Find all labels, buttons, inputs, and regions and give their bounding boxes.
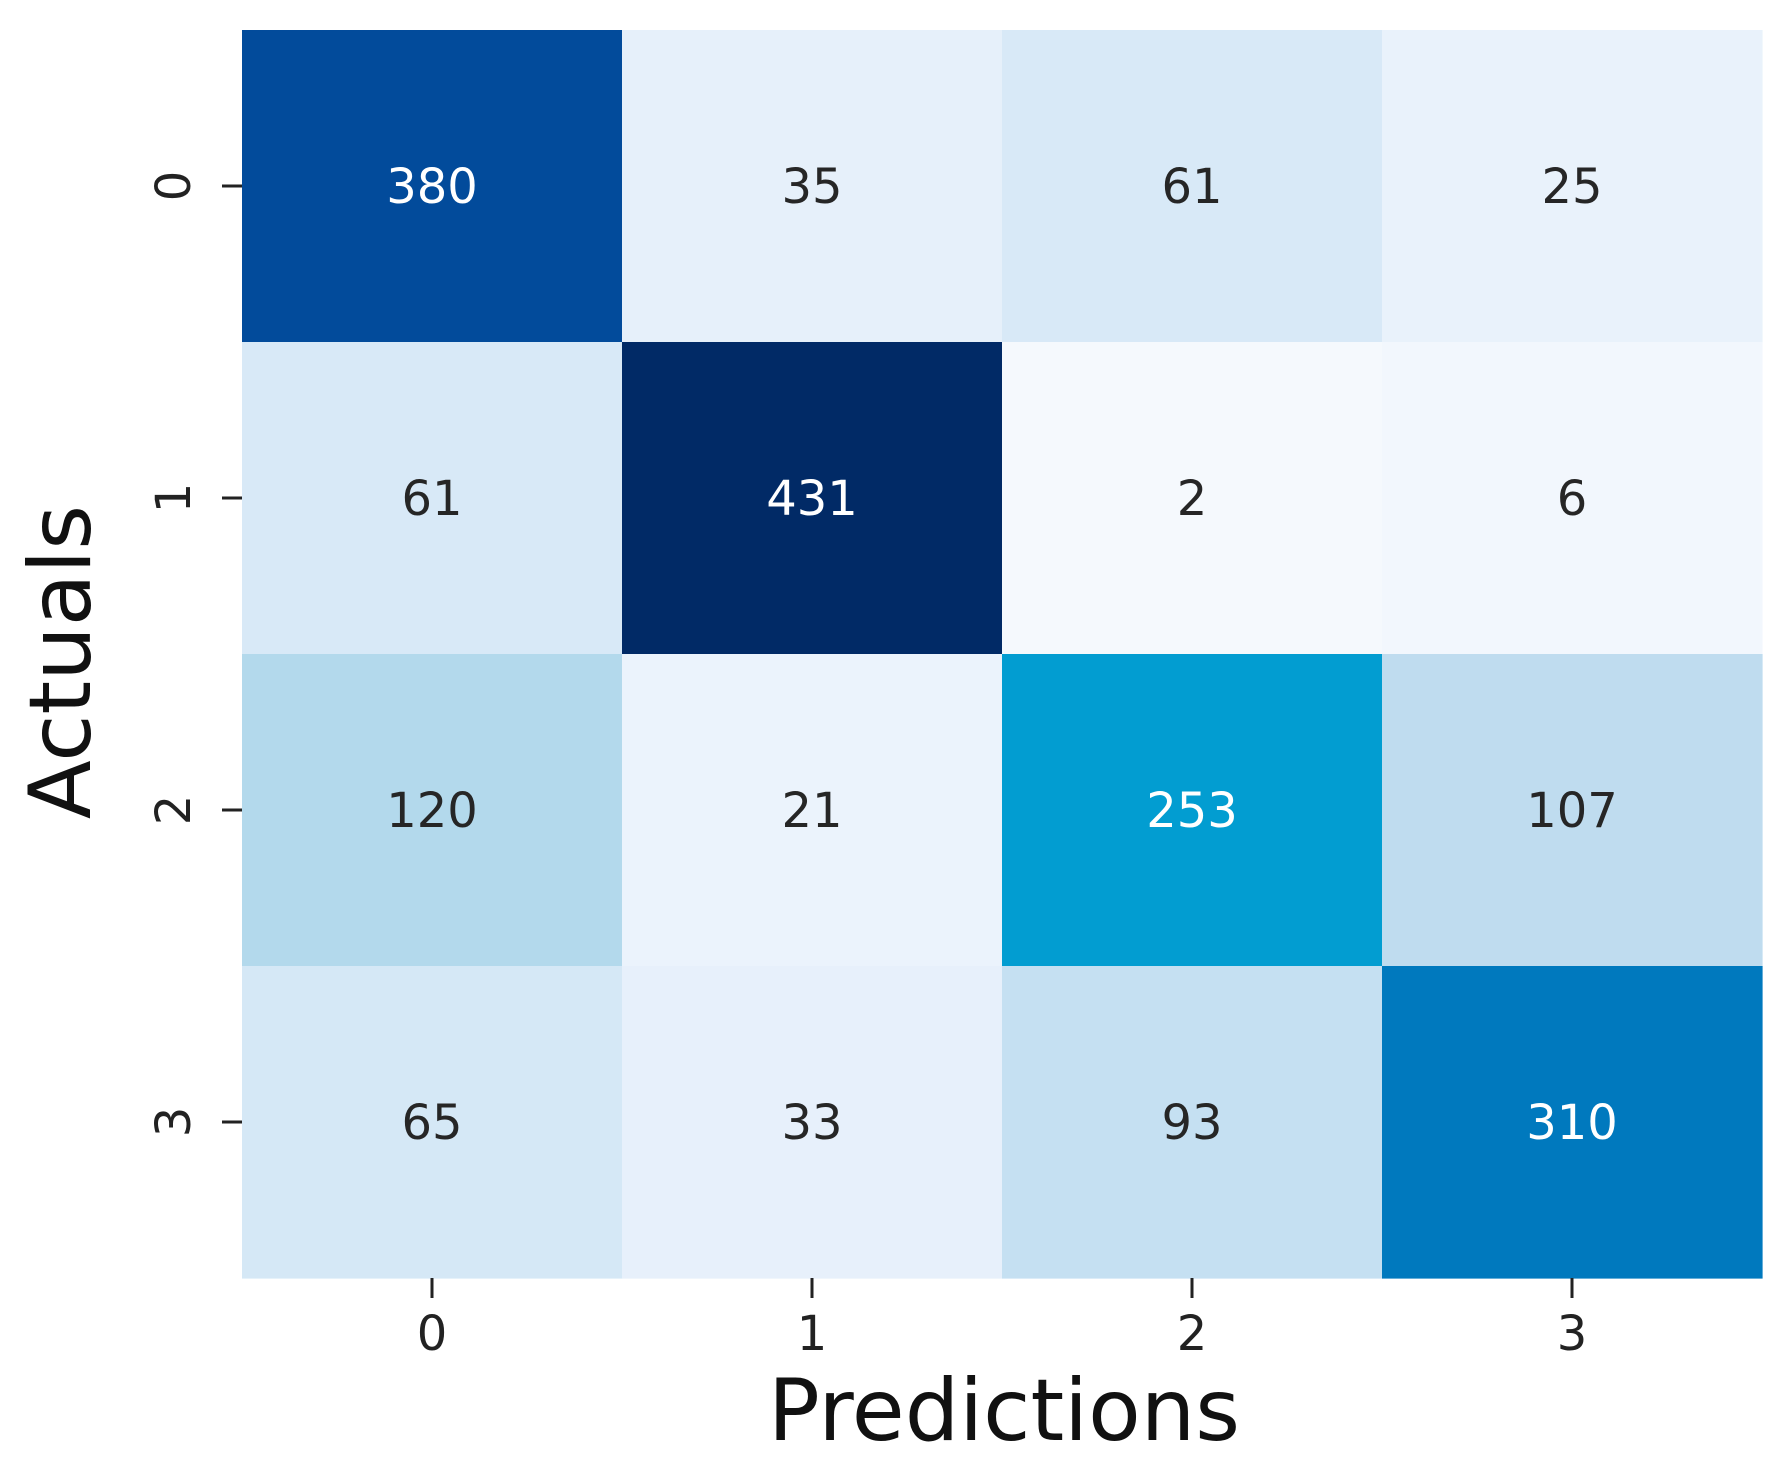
heatmap-cells (242, 30, 1763, 1279)
heatmap-cell (242, 342, 623, 655)
cell-value-label: 6 (1557, 471, 1588, 527)
cell-value-label: 93 (1161, 1095, 1222, 1151)
cell-value-label: 21 (781, 783, 842, 839)
heatmap-cell (1002, 966, 1383, 1279)
heatmap-cell (242, 30, 623, 343)
heatmap-cell (1002, 30, 1383, 343)
y-axis: 0 1 2 3 (146, 171, 242, 1138)
heatmap-cell (622, 30, 1003, 343)
cell-value-label: 310 (1526, 1095, 1618, 1151)
heatmap-cell (1382, 342, 1763, 655)
x-tick-label: 2 (1177, 1306, 1208, 1362)
cell-value-label: 65 (401, 1095, 462, 1151)
y-tick-label: 3 (146, 1107, 202, 1138)
cell-value-label: 61 (1161, 159, 1222, 215)
y-tick-label: 0 (146, 171, 202, 202)
cell-value-label: 431 (766, 471, 858, 527)
cell-value-label: 253 (1146, 783, 1238, 839)
cell-value-label: 107 (1526, 783, 1618, 839)
y-tick-label: 1 (146, 483, 202, 514)
heatmap-cell (1002, 342, 1383, 655)
heatmap-cell (242, 966, 623, 1279)
x-tick-label: 0 (417, 1306, 448, 1362)
heatmap-cell (242, 654, 623, 967)
heatmap-cell (622, 654, 1003, 967)
heatmap-cell (1002, 654, 1383, 967)
heatmap-cell (622, 342, 1003, 655)
cell-value-label: 2 (1177, 471, 1208, 527)
x-axis: 0 1 2 3 (417, 1278, 1588, 1362)
x-tick-label: 1 (797, 1306, 828, 1362)
heatmap-cell (1382, 966, 1763, 1279)
heatmap-cell (622, 966, 1003, 1279)
cell-value-label: 61 (401, 471, 462, 527)
cell-value-label: 33 (781, 1095, 842, 1151)
cell-value-label: 380 (386, 159, 478, 215)
heatmap-cell (1382, 654, 1763, 967)
cell-value-label: 25 (1541, 159, 1602, 215)
cell-value-label: 120 (386, 783, 478, 839)
x-axis-title: Predictions (768, 1361, 1240, 1461)
heatmap-cell (1382, 30, 1763, 343)
y-tick-label: 2 (146, 795, 202, 826)
y-axis-title: Actuals (11, 505, 111, 819)
cell-value-label: 35 (781, 159, 842, 215)
cell-annotations: 380 35 61 25 61 431 2 6 120 21 253 107 65 33 93 310 (386, 159, 1618, 1151)
x-tick-label: 3 (1557, 1306, 1588, 1362)
